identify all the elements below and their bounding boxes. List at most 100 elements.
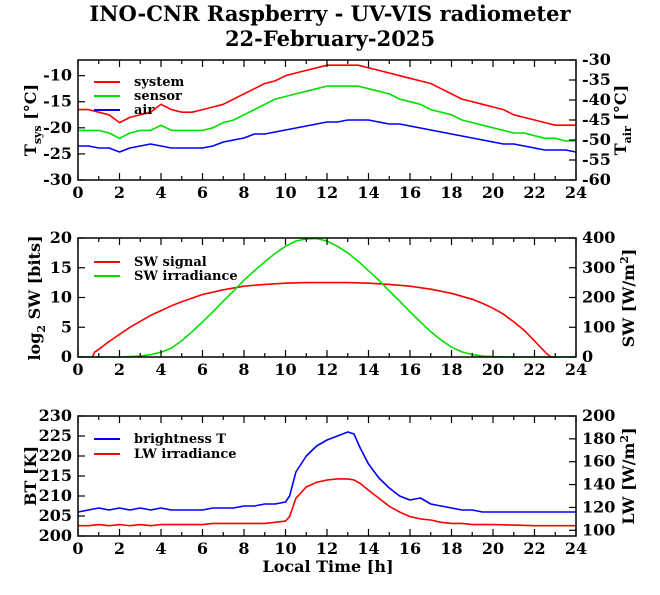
longwave-right-axis-label: LW [W/m2] (618, 427, 638, 524)
y-right-tick-label: 100 (582, 520, 615, 539)
legend-label-lw-irradiance: LW irradiance (134, 447, 237, 462)
x-tick-label: 10 (274, 183, 296, 202)
y-right-tick-label: 200 (582, 406, 615, 425)
x-tick-label: 22 (523, 539, 545, 558)
longwave-left-axis-label: BT [K] (21, 446, 40, 506)
x-tick-label: 12 (316, 360, 338, 379)
legend-label-sensor: sensor (134, 89, 182, 104)
y-left-tick-label: 20 (50, 228, 72, 247)
y-left-tick-label: -20 (43, 118, 72, 137)
y-right-tick-label: 100 (582, 317, 615, 336)
y-left-tick-label: 205 (39, 506, 72, 525)
x-tick-label: 2 (114, 360, 125, 379)
x-tick-label: 8 (238, 539, 249, 558)
x-tick-label: 24 (565, 183, 587, 202)
y-left-tick-label: -10 (43, 66, 72, 85)
y-right-tick-label: 180 (582, 429, 615, 448)
legend-label-air: air (134, 103, 154, 118)
chart-title: INO-CNR Raspberry - UV-VIS radiometer (89, 1, 571, 26)
x-tick-label: 0 (72, 539, 83, 558)
longwave-panel: 0 2 4 6 8 10 12 14 16 18 20 22 242002052102152202252… (21, 406, 638, 558)
x-tick-label: 24 (565, 539, 587, 558)
shortwave-right-axis-label: SW [W/m2] (618, 249, 638, 348)
series-line-sensor (78, 85, 576, 142)
y-right-tick-label: 140 (582, 475, 615, 494)
y-right-tick-label: -30 (582, 50, 611, 69)
x-tick-label: 4 (155, 539, 166, 558)
series-line-sw-signal (91, 281, 556, 358)
y-left-tick-label: 210 (39, 486, 72, 505)
temperature-ticks: 0 2 4 6 8 10 12 14 16 18 20 22 24-30-25-20-15-10-60-… (43, 50, 611, 202)
x-tick-label: 6 (197, 183, 208, 202)
legend-label-sw-signal: SW signal (134, 255, 207, 270)
x-tick-label: 2 (114, 539, 125, 558)
x-tick-label: 14 (357, 183, 379, 202)
x-tick-label: 12 (316, 539, 338, 558)
y-right-tick-label: -55 (582, 150, 611, 169)
y-left-tick-label: 225 (39, 426, 72, 445)
x-tick-label: 16 (399, 183, 421, 202)
longwave-legend: brightness T LW irradiance (94, 432, 237, 462)
y-right-tick-label: -40 (582, 90, 611, 109)
shortwave-panel: 0 2 4 6 8 10 12 14 16 18 20 22 240510152001002003004… (25, 228, 638, 379)
x-tick-label: 16 (399, 539, 421, 558)
y-left-tick-label: 215 (39, 466, 72, 485)
x-tick-label: 4 (155, 183, 166, 202)
x-tick-label: 2 (114, 183, 125, 202)
longwave-series (77, 431, 576, 527)
temperature-left-axis-label: Tsys [°C] (21, 84, 44, 156)
x-tick-label: 8 (238, 183, 249, 202)
x-tick-label: 6 (197, 539, 208, 558)
x-tick-label: 12 (316, 183, 338, 202)
y-right-tick-label: -45 (582, 110, 611, 129)
y-left-tick-label: -15 (43, 92, 72, 111)
x-tick-label: 18 (440, 360, 462, 379)
x-tick-label: 4 (155, 360, 166, 379)
y-left-tick-label: 10 (50, 288, 72, 307)
x-tick-label: 6 (197, 360, 208, 379)
x-tick-label: 8 (238, 360, 249, 379)
shortwave-ticks: 0 2 4 6 8 10 12 14 16 18 20 22 240510152001002003004… (50, 228, 616, 379)
y-right-tick-label: 120 (582, 497, 615, 516)
x-tick-label: 22 (523, 183, 545, 202)
y-right-tick-label: 300 (582, 258, 615, 277)
x-tick-label: 18 (440, 183, 462, 202)
series-line-lw-irradiance (78, 478, 576, 527)
temperature-panel: 0 2 4 6 8 10 12 14 16 18 20 22 24-30-25-20-15-10-60-… (21, 50, 634, 202)
x-tick-label: 10 (274, 360, 296, 379)
chart-subtitle: 22-February-2025 (225, 26, 435, 51)
x-tick-label: 0 (72, 360, 83, 379)
y-left-tick-label: -30 (43, 170, 72, 189)
legend-label-system: system (134, 75, 184, 90)
y-right-tick-label: -60 (582, 170, 611, 189)
x-tick-label: 20 (482, 360, 504, 379)
x-tick-label: 18 (440, 539, 462, 558)
shortwave-left-axis-label: log2 SW [bits] (25, 235, 48, 360)
series-line-brightness-t (77, 431, 576, 513)
x-tick-label: 20 (482, 539, 504, 558)
longwave-ticks: 0 2 4 6 8 10 12 14 16 18 20 22 242002052102152202252… (39, 406, 616, 558)
y-left-tick-label: -25 (43, 144, 72, 163)
temperature-legend: system sensor air (94, 75, 184, 118)
y-right-tick-label: 0 (582, 347, 593, 366)
y-left-tick-label: 15 (50, 258, 72, 277)
x-tick-label: 0 (72, 183, 83, 202)
y-left-tick-label: 230 (39, 406, 72, 425)
y-right-tick-label: -50 (582, 130, 611, 149)
y-right-tick-label: 160 (582, 452, 615, 471)
legend-label-sw-irradiance: SW irradiance (134, 269, 238, 284)
y-left-tick-label: 5 (61, 317, 72, 336)
y-left-tick-label: 220 (39, 446, 72, 465)
x-axis-label: Local Time [h] (262, 557, 393, 576)
x-tick-label: 24 (565, 360, 587, 379)
x-tick-label: 20 (482, 183, 504, 202)
x-tick-label: 14 (357, 360, 379, 379)
series-line-air (78, 119, 577, 153)
y-right-tick-label: 400 (582, 228, 615, 247)
y-right-tick-label: -35 (582, 70, 611, 89)
shortwave-legend: SW signal SW irradiance (94, 255, 238, 284)
y-left-tick-label: 0 (61, 347, 72, 366)
legend-label-brightness-t: brightness T (134, 432, 226, 447)
y-left-tick-label: 200 (39, 526, 72, 545)
